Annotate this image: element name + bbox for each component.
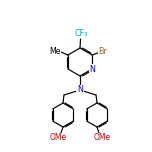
Text: Br: Br (99, 47, 108, 57)
Text: OMe: OMe (93, 133, 111, 143)
Text: OMe: OMe (49, 133, 67, 143)
Text: Me: Me (49, 47, 61, 57)
Text: CF₃: CF₃ (74, 29, 88, 38)
Text: N: N (77, 85, 83, 95)
Text: N: N (89, 64, 95, 74)
